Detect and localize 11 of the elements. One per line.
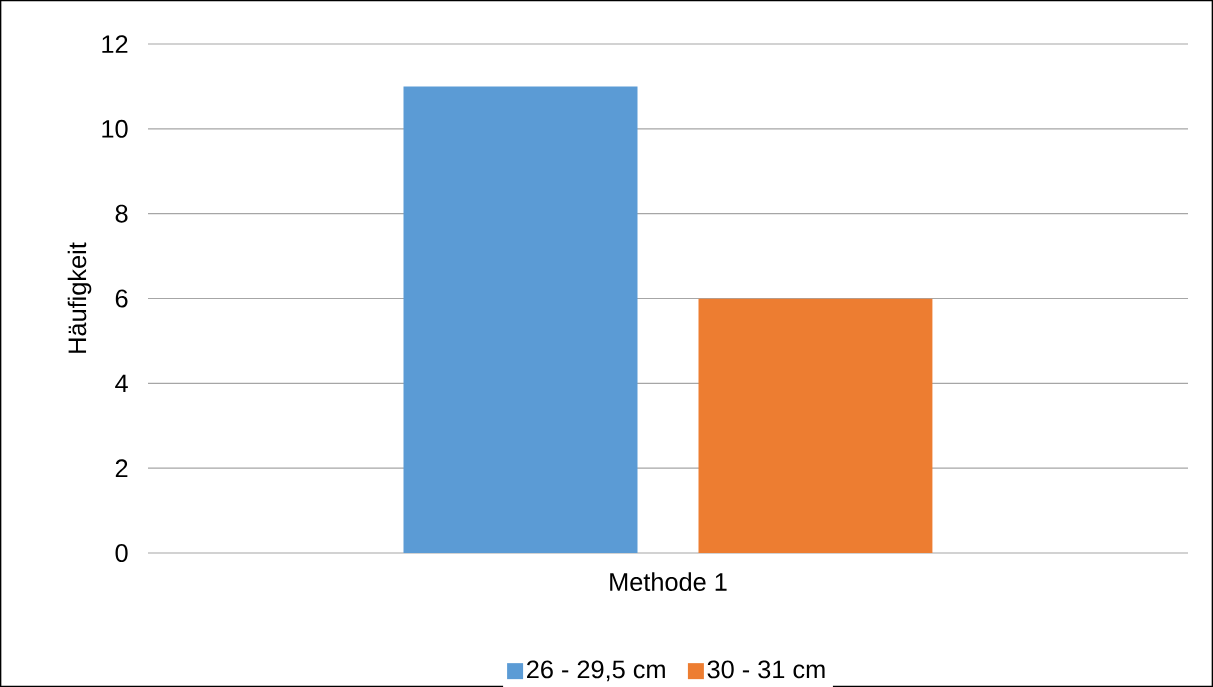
legend-label: 26 - 29,5 cm [527,660,665,682]
y-tick-label: 4 [115,374,128,392]
y-tick-label: 0 [115,543,128,562]
y-tick-label: 8 [115,204,128,223]
y-tick-label: 6 [115,289,128,308]
x-tick-label: Methode 1 [610,572,727,591]
y-axis-title: Häufigkeit [67,242,92,353]
y-tick-label: 12 [102,35,128,53]
y-tick-label: 10 [102,119,128,138]
legend-label: 30 - 31 cm [707,660,825,679]
y-tick-label: 2 [115,459,128,477]
